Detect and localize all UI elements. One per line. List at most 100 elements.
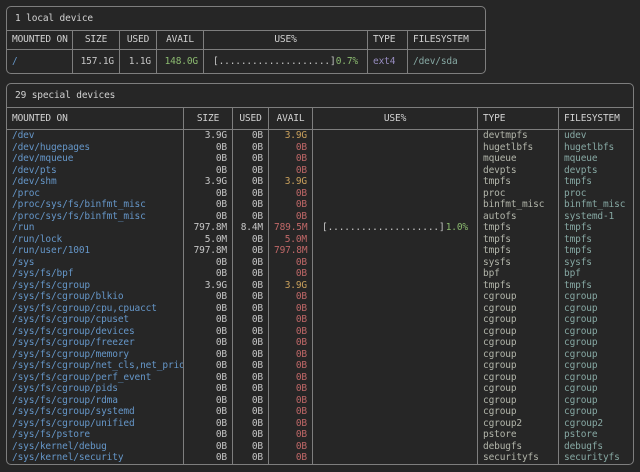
special-table-header: MOUNTED ON SIZE USED AVAIL USE% TYPE FIL… bbox=[7, 108, 633, 130]
table-row: /dev 3.9G 0B 3.9G devtmpfs udev bbox=[7, 130, 633, 142]
mount-point: /sys/fs/cgroup bbox=[12, 279, 90, 291]
size-value: 0B bbox=[183, 337, 232, 349]
local-table-body: /157.1G 1.1G 148.0G [....................] 0… bbox=[7, 50, 485, 73]
usage-cell bbox=[312, 187, 477, 199]
mount-point: /dev/hugepages bbox=[12, 141, 90, 153]
col-header-used: USED bbox=[119, 31, 156, 49]
filesystem: debugfs bbox=[558, 440, 633, 452]
col-header-type: TYPE bbox=[367, 31, 407, 49]
avail-value: 0B bbox=[268, 153, 312, 165]
used-value: 0B bbox=[232, 245, 268, 257]
size-value: 0B bbox=[183, 383, 232, 395]
used-value: 0B bbox=[232, 256, 268, 268]
size-value: 0B bbox=[183, 348, 232, 360]
table-row: /sys/fs/cgroup/blkio 0B 0B 0B cgroup cgroup bbox=[7, 291, 633, 303]
fs-type: devpts bbox=[477, 164, 558, 176]
used-value: 0B bbox=[232, 440, 268, 452]
fs-type: tmpfs bbox=[477, 222, 558, 234]
fs-type: tmpfs bbox=[477, 176, 558, 188]
avail-value: 0B bbox=[268, 452, 312, 464]
fs-type: cgroup bbox=[477, 291, 558, 303]
table-row: /sys/fs/cgroup/net_cls,net_prio 0B 0B 0B cgr… bbox=[7, 360, 633, 372]
fs-type: cgroup bbox=[477, 371, 558, 383]
avail-value: 0B bbox=[268, 256, 312, 268]
filesystem: proc bbox=[558, 187, 633, 199]
fs-type: securityfs bbox=[477, 452, 558, 464]
fs-type: mqueue bbox=[477, 153, 558, 165]
used-value: 0B bbox=[232, 164, 268, 176]
usage-cell bbox=[312, 245, 477, 257]
table-row: /sys/fs/cgroup/cpuset 0B 0B 0B cgroup cgroup bbox=[7, 314, 633, 326]
table-row: /sys/fs/cgroup/systemd 0B 0B 0B cgroup cgroup bbox=[7, 406, 633, 418]
usage-cell bbox=[312, 268, 477, 280]
table-row: /sys/fs/cgroup/cpu,cpuacct 0B 0B 0B cgroup cg… bbox=[7, 302, 633, 314]
avail-value: 0B bbox=[268, 360, 312, 372]
size-value: 0B bbox=[183, 302, 232, 314]
usage-cell bbox=[312, 233, 477, 245]
usage-cell bbox=[312, 256, 477, 268]
fs-type: binfmt_misc bbox=[477, 199, 558, 211]
avail-value: 0B bbox=[268, 348, 312, 360]
col-header-used: USED bbox=[232, 108, 268, 129]
col-header-mounted-on: MOUNTED ON bbox=[12, 113, 68, 124]
used-value: 0B bbox=[232, 291, 268, 303]
used-value: 0B bbox=[232, 302, 268, 314]
usage-cell bbox=[312, 314, 477, 326]
avail-value: 0B bbox=[268, 394, 312, 406]
filesystem: cgroup bbox=[558, 291, 633, 303]
size-value: 3.9G bbox=[183, 279, 232, 291]
mount-point: /sys/fs/cgroup/memory bbox=[12, 348, 129, 360]
fs-type: cgroup bbox=[477, 383, 558, 395]
filesystem: cgroup bbox=[558, 302, 633, 314]
avail-value: 3.9G bbox=[268, 279, 312, 291]
table-row: /run/user/1001 797.8M 0B 797.8M tmpfs tmpfs bbox=[7, 245, 633, 257]
mount-point: /sys/fs/cgroup/net_cls,net_prio bbox=[12, 360, 183, 371]
filesystem: bpf bbox=[558, 268, 633, 280]
filesystem: pstore bbox=[558, 429, 633, 441]
mount-point: /dev/pts bbox=[12, 164, 57, 176]
size-value: 797.8M bbox=[183, 222, 232, 234]
used-value: 0B bbox=[232, 429, 268, 441]
size-value: 3.9G bbox=[183, 130, 232, 142]
used-value: 0B bbox=[232, 348, 268, 360]
filesystem: udev bbox=[558, 130, 633, 142]
usage-cell bbox=[312, 394, 477, 406]
local-table-title: 1 local device bbox=[7, 7, 485, 31]
usage-percent: 0.7% bbox=[335, 56, 358, 67]
filesystem: devpts bbox=[558, 164, 633, 176]
col-header-type: TYPE bbox=[477, 108, 558, 129]
usage-cell bbox=[312, 199, 477, 211]
fs-type: autofs bbox=[477, 210, 558, 222]
mount-point: /sys/fs/cgroup/freezer bbox=[12, 337, 135, 348]
local-table-header: MOUNTED ON SIZE USED AVAIL USE% TYPE FIL… bbox=[7, 31, 485, 50]
avail-value: 797.8M bbox=[268, 245, 312, 257]
filesystem: /dev/sda bbox=[407, 50, 485, 73]
usage-cell bbox=[312, 440, 477, 452]
size-value: 0B bbox=[183, 406, 232, 418]
usage-cell bbox=[312, 176, 477, 188]
table-row: /proc/sys/fs/binfmt_misc 0B 0B 0B binfmt_mis… bbox=[7, 199, 633, 211]
size-value: 0B bbox=[183, 256, 232, 268]
mount-point: /proc bbox=[12, 187, 40, 199]
mount-point: /sys/fs/bpf bbox=[12, 268, 74, 279]
col-header-filesystem: FILESYSTEM bbox=[407, 31, 485, 49]
table-row: /run 797.8M 8.4M 789.5M [...................… bbox=[7, 222, 633, 234]
filesystem: tmpfs bbox=[558, 176, 633, 188]
table-row: /dev/mqueue 0B 0B 0B mqueue mqueue bbox=[7, 153, 633, 165]
mount-point: /sys/fs/cgroup/pids bbox=[12, 383, 118, 394]
size-value: 0B bbox=[183, 199, 232, 211]
usage-cell bbox=[312, 210, 477, 222]
filesystem: tmpfs bbox=[558, 233, 633, 245]
mount-point: /sys/fs/pstore bbox=[12, 429, 90, 440]
fs-type: cgroup bbox=[477, 325, 558, 337]
size-value: 0B bbox=[183, 429, 232, 441]
usage-cell bbox=[312, 417, 477, 429]
filesystem: cgroup bbox=[558, 337, 633, 349]
size-value: 0B bbox=[183, 394, 232, 406]
mount-point: /sys/fs/cgroup/perf_event bbox=[12, 371, 152, 383]
fs-type: cgroup bbox=[477, 348, 558, 360]
used-value: 0B bbox=[232, 314, 268, 326]
used-value: 0B bbox=[232, 337, 268, 349]
avail-value: 0B bbox=[268, 371, 312, 383]
